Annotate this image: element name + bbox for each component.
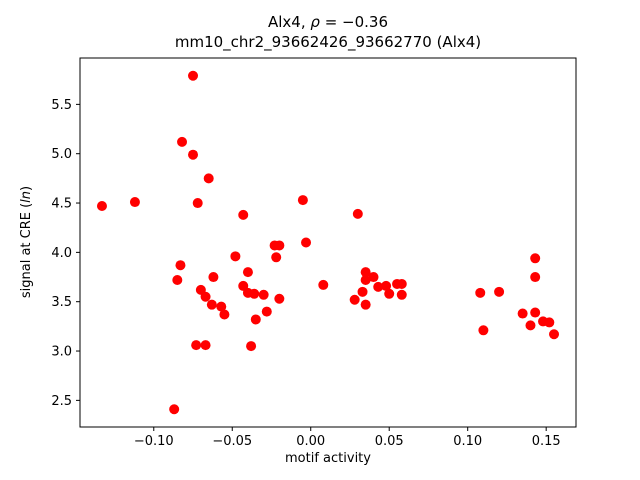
data-point xyxy=(200,291,211,302)
data-point xyxy=(360,274,371,285)
y-tick-label: 5.5 xyxy=(51,98,72,113)
x-tick-label: 0.15 xyxy=(532,434,561,449)
data-point xyxy=(396,278,407,289)
data-point xyxy=(274,293,285,304)
data-point xyxy=(188,149,199,160)
x-axis-label: motif activity xyxy=(285,451,371,466)
data-point xyxy=(352,208,363,219)
data-point xyxy=(381,280,392,291)
data-point xyxy=(96,200,107,211)
data-point xyxy=(360,267,371,278)
data-point xyxy=(301,237,312,248)
data-point xyxy=(238,209,249,220)
data-point xyxy=(517,308,528,319)
data-point xyxy=(203,173,214,184)
data-point xyxy=(544,317,555,328)
data-point xyxy=(206,299,217,310)
y-tick-label: 3.0 xyxy=(51,345,72,360)
data-point xyxy=(219,309,230,320)
data-point xyxy=(172,274,183,285)
data-point xyxy=(230,251,241,262)
data-point xyxy=(246,341,257,352)
data-point xyxy=(368,272,379,283)
data-point xyxy=(318,279,329,290)
x-tick-label: 0.10 xyxy=(453,434,482,449)
plot-title: Alx4, ρ = −0.36 xyxy=(268,13,388,31)
data-point xyxy=(191,340,202,351)
x-tick-label: −0.05 xyxy=(212,434,252,449)
data-point xyxy=(396,289,407,300)
y-tick-label: 2.5 xyxy=(51,394,72,409)
data-point xyxy=(530,253,541,264)
data-point xyxy=(216,301,227,312)
data-point xyxy=(373,281,384,292)
data-point xyxy=(530,307,541,318)
x-tick-label: −0.10 xyxy=(134,434,174,449)
data-point xyxy=(525,320,536,331)
y-tick-label: 5.0 xyxy=(51,147,72,162)
data-point xyxy=(274,240,285,251)
data-point xyxy=(271,252,282,263)
data-point xyxy=(129,197,140,208)
plot-subtitle: mm10_chr2_93662426_93662770 (Alx4) xyxy=(175,33,481,52)
y-tick-label: 4.0 xyxy=(51,246,72,261)
data-point xyxy=(549,329,560,340)
data-point xyxy=(475,287,486,298)
data-point xyxy=(258,289,269,300)
data-point xyxy=(192,198,203,209)
data-point xyxy=(188,70,199,81)
data-point xyxy=(208,272,219,283)
data-point xyxy=(175,260,186,271)
data-point xyxy=(349,294,360,305)
data-point xyxy=(297,195,308,206)
data-point xyxy=(360,299,371,310)
data-point xyxy=(357,286,368,297)
x-tick-label: 0.05 xyxy=(375,434,404,449)
y-tick-label: 4.5 xyxy=(51,197,72,212)
data-point xyxy=(200,340,211,351)
data-point xyxy=(249,288,260,299)
x-tick-label: 0.00 xyxy=(296,434,325,449)
data-point xyxy=(169,404,180,415)
plot-area: −0.10 −0.05 0.00 0.05 0.10 0.15 2.5 3.0 3.5 4.0 4.… xyxy=(51,57,577,449)
y-tick-label: 3.5 xyxy=(51,295,72,310)
data-point xyxy=(478,325,489,336)
axes-frame xyxy=(79,57,577,428)
y-axis-label: signal at CRE (ln) xyxy=(19,186,34,298)
data-point xyxy=(242,267,253,278)
data-point xyxy=(261,306,272,317)
data-point xyxy=(494,286,505,297)
data-point xyxy=(250,314,261,325)
data-point xyxy=(384,288,395,299)
data-point xyxy=(530,272,541,283)
data-point xyxy=(177,136,188,147)
